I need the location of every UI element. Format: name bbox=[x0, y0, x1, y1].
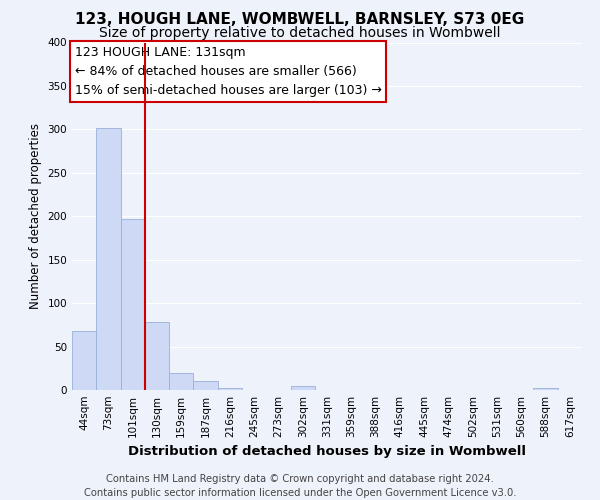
Bar bbox=[169, 372, 193, 390]
Text: Size of property relative to detached houses in Wombwell: Size of property relative to detached ho… bbox=[99, 26, 501, 40]
Bar bbox=[533, 388, 558, 390]
X-axis label: Distribution of detached houses by size in Wombwell: Distribution of detached houses by size … bbox=[128, 446, 526, 458]
Bar bbox=[121, 219, 145, 390]
Bar bbox=[145, 322, 169, 390]
Text: Contains HM Land Registry data © Crown copyright and database right 2024.
Contai: Contains HM Land Registry data © Crown c… bbox=[84, 474, 516, 498]
Bar bbox=[96, 128, 121, 390]
Bar bbox=[218, 388, 242, 390]
Bar bbox=[290, 386, 315, 390]
Text: 123 HOUGH LANE: 131sqm
← 84% of detached houses are smaller (566)
15% of semi-de: 123 HOUGH LANE: 131sqm ← 84% of detached… bbox=[74, 46, 382, 97]
Text: 123, HOUGH LANE, WOMBWELL, BARNSLEY, S73 0EG: 123, HOUGH LANE, WOMBWELL, BARNSLEY, S73… bbox=[76, 12, 524, 28]
Bar bbox=[72, 331, 96, 390]
Bar bbox=[193, 382, 218, 390]
Y-axis label: Number of detached properties: Number of detached properties bbox=[29, 123, 42, 309]
